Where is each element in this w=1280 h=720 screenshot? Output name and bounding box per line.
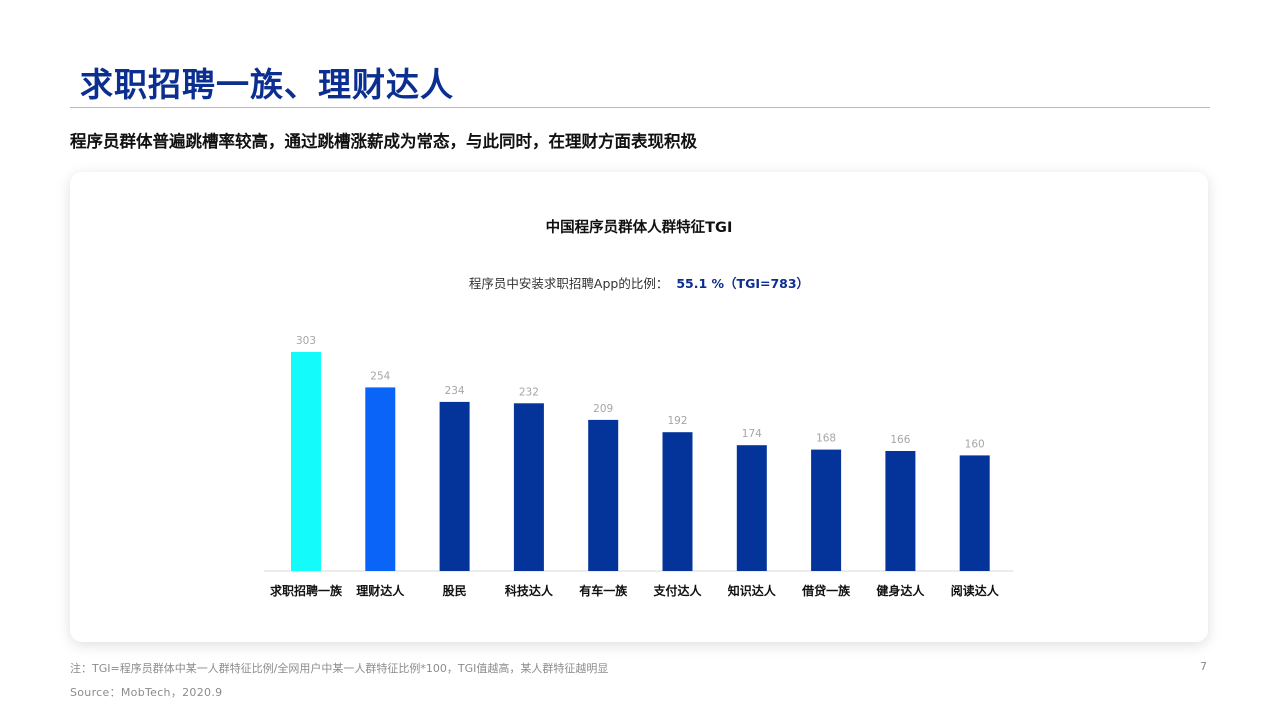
page-number: 7 xyxy=(1200,660,1207,673)
bar-value-label: 168 xyxy=(816,433,836,445)
bar-value-label: 232 xyxy=(519,386,539,398)
bar-value-label: 254 xyxy=(370,370,390,382)
footnote: 注：TGI=程序员群体中某一人群特征比例/全网用户中某一人群特征比例*100，T… xyxy=(70,662,609,675)
category-label: 股民 xyxy=(443,583,467,598)
annotation-value: 55.1 %（TGI=783） xyxy=(676,276,809,291)
chart-title: 中国程序员群体人群特征TGI xyxy=(546,218,733,236)
category-label: 借贷一族 xyxy=(801,583,851,598)
bar-5 xyxy=(588,419,619,571)
bar-value-label: 174 xyxy=(742,428,762,440)
bar-value-label: 234 xyxy=(445,385,465,397)
bar-4 xyxy=(513,403,544,571)
category-label: 理财达人 xyxy=(356,583,405,598)
bar-value-label: 303 xyxy=(296,335,316,347)
category-label: 科技达人 xyxy=(505,583,554,598)
bar-group: 303 求职招聘一族 254 理财达人 234 股民 232 科技达人 209 有车一族 192 支付… xyxy=(270,335,1000,598)
bar-9 xyxy=(885,451,916,571)
category-label: 求职招聘一族 xyxy=(270,583,343,598)
category-label: 知识达人 xyxy=(727,583,777,598)
category-label: 有车一族 xyxy=(579,583,628,598)
bar-10 xyxy=(959,455,990,571)
page-subtitle: 程序员群体普遍跳槽率较高，通过跳槽涨薪成为常态，与此同时，在理财方面表现积极 xyxy=(70,132,697,151)
bar-value-label: 160 xyxy=(965,438,985,450)
category-label: 阅读达人 xyxy=(951,583,1000,598)
category-label: 支付达人 xyxy=(652,583,702,598)
tgi-bar-chart: 中国程序员群体人群特征TGI 程序员中安装求职招聘App的比例： 55.1 %（… xyxy=(264,218,1013,598)
bar-3 xyxy=(439,401,470,571)
page-title: 求职招聘一族、理财达人 xyxy=(80,65,454,104)
title-divider xyxy=(70,107,1210,108)
bar-value-label: 209 xyxy=(593,403,613,415)
chart-annotation: 程序员中安装求职招聘App的比例： 55.1 %（TGI=783） xyxy=(469,276,809,291)
bar-2 xyxy=(365,387,396,571)
bar-8 xyxy=(811,449,842,571)
bar-7 xyxy=(736,445,767,571)
bar-6 xyxy=(662,432,693,571)
bar-1 xyxy=(291,352,321,571)
category-label: 健身达人 xyxy=(876,583,925,598)
bar-value-label: 192 xyxy=(667,415,687,427)
bar-value-label: 166 xyxy=(890,434,910,446)
source-note: Source：MobTech，2020.9 xyxy=(70,686,223,699)
annotation-label: 程序员中安装求职招聘App的比例： xyxy=(469,276,668,291)
chart-card: 中国程序员群体人群特征TGI 程序员中安装求职招聘App的比例： 55.1 %（… xyxy=(70,172,1208,642)
